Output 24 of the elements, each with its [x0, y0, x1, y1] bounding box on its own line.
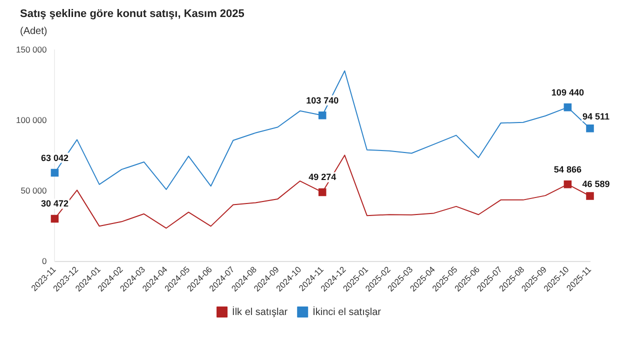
data-label: 30 472	[40, 198, 68, 209]
point	[586, 192, 594, 200]
data-label: 46 589	[582, 178, 610, 189]
data-label: 103 740	[306, 95, 339, 106]
legend-label: İlk el satışlar	[232, 306, 288, 318]
y-tick-label: 50 000	[20, 186, 47, 196]
point	[50, 214, 59, 223]
data-label: 63 042	[40, 152, 68, 163]
point	[318, 188, 326, 196]
y-tick-label: 100 000	[16, 114, 47, 125]
y-tick-label: 0	[42, 256, 47, 266]
point	[586, 124, 594, 132]
point	[564, 103, 572, 112]
point	[318, 111, 326, 120]
chart-subtitle: (Adet)	[20, 26, 48, 37]
data-label: 109 440	[551, 87, 584, 98]
data-label: 54 866	[554, 164, 582, 174]
data-label: 49 274	[308, 172, 336, 182]
point	[50, 168, 59, 177]
y-tick-label: 150 000	[16, 44, 47, 54]
data-label: 94 511	[582, 111, 610, 122]
point	[564, 180, 572, 188]
legend-label: İkinci el satışlar	[312, 306, 382, 318]
chart-title: Satış şekline göre konut satışı, Kasım 2025	[20, 8, 246, 20]
